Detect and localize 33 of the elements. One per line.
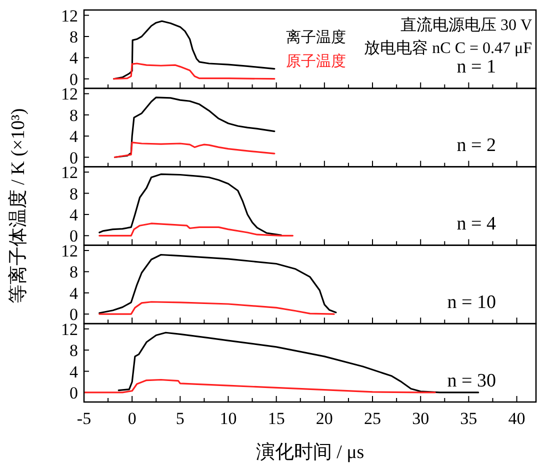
y-tick-label: 4 <box>70 127 78 146</box>
y-tick-label: 4 <box>70 362 78 382</box>
x-tick-label: 20 <box>316 409 333 428</box>
x-tick-label: 40 <box>508 409 526 428</box>
legend: 离子温度 <box>286 30 346 46</box>
x-tick-label: 25 <box>364 409 382 428</box>
y-tick-label: 8 <box>70 262 78 282</box>
y-tick-label: 8 <box>70 106 78 125</box>
x-tick-label: 5 <box>176 409 184 428</box>
x-tick-label: 35 <box>460 409 478 428</box>
y-tick-label: 4 <box>70 284 78 303</box>
legend: 原子温度 <box>286 54 346 70</box>
annotation: 直流电源电压 30 V <box>400 16 532 34</box>
y-tick-label: 8 <box>70 27 78 46</box>
annotation: n = 2 <box>456 135 496 156</box>
x-axis-title: 演化时间 / μs <box>256 441 364 463</box>
y-axis-title: 等离子体温度 / K (×10³) <box>7 108 29 304</box>
y-tick-label: 8 <box>70 184 78 204</box>
annotation: 放电电容 nC C = 0.47 μF <box>364 39 532 57</box>
y-tick-label: 12 <box>61 6 78 26</box>
x-tick-label: 15 <box>268 409 285 428</box>
annotation: n = 1 <box>456 56 496 78</box>
x-tick-label: -5 <box>76 409 92 428</box>
annotation: n = 10 <box>447 292 496 313</box>
y-tick-label: 4 <box>70 48 78 68</box>
x-tick-label: 10 <box>220 409 237 428</box>
x-tick-label: 30 <box>412 409 430 428</box>
annotation: n = 4 <box>456 214 496 235</box>
y-tick-label: 0 <box>70 383 78 402</box>
annotation: n = 30 <box>447 370 496 392</box>
y-tick-label: 8 <box>70 341 78 360</box>
y-tick-label: 4 <box>70 205 78 224</box>
x-tick-label: 0 <box>128 409 136 428</box>
